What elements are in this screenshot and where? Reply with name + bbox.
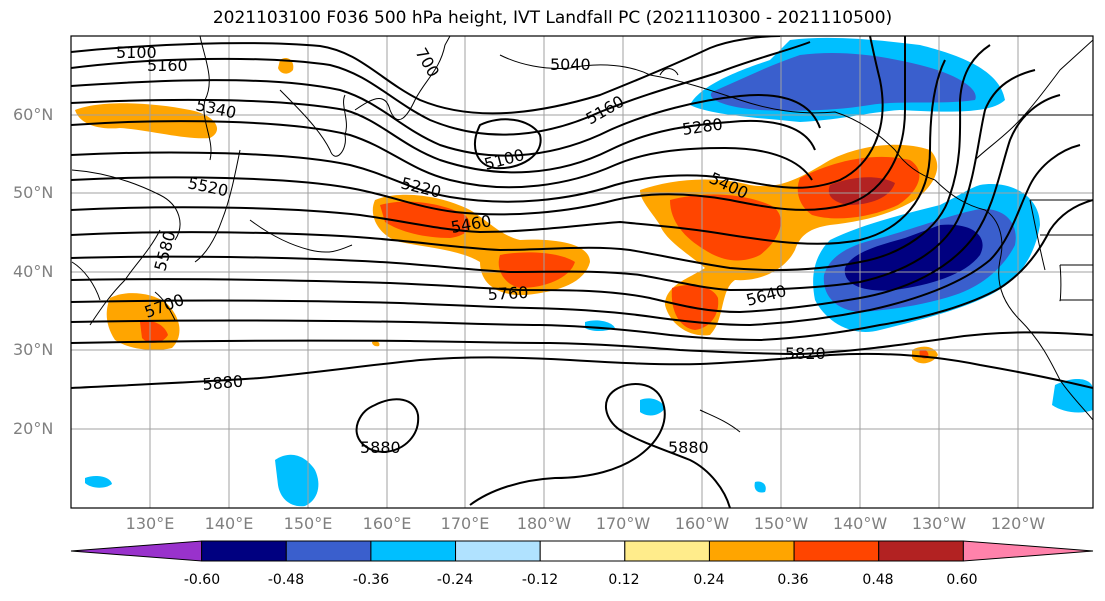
colorbar-segment <box>708 540 795 562</box>
colorbar-tick-label: -0.60 <box>183 572 221 588</box>
height-contours <box>71 36 1093 508</box>
contour-label: 5880 <box>202 372 244 394</box>
colorbar-segment <box>793 540 880 562</box>
colorbar-tick-label: -0.24 <box>436 572 474 588</box>
contour-label: 5580 <box>151 229 180 273</box>
lon-label: 160°W <box>674 514 730 533</box>
contour-label: 5100 <box>482 145 526 174</box>
colorbar-segment <box>285 540 372 562</box>
colorbar-tick-label: 0.12 <box>608 572 640 588</box>
lon-label: 130°E <box>125 514 175 533</box>
lon-label: 170°E <box>440 514 490 533</box>
lon-label: 140°E <box>204 514 254 533</box>
map-plot-area: 5100 5160 5340 5520 5580 5700 5220 5460 … <box>71 36 1093 508</box>
lon-label: 170°W <box>595 514 651 533</box>
contour-label: 5760 <box>487 283 529 304</box>
lon-label: 160°E <box>362 514 412 533</box>
colorbar-tick-label: 0.48 <box>862 572 894 588</box>
lat-label: 40°N <box>13 262 54 281</box>
colorbar-tick-label: 0.60 <box>946 572 978 588</box>
contour-label: 5160 <box>147 56 188 75</box>
colorbar-tick-label: -0.48 <box>267 572 305 588</box>
colorbar-tick-label: 0.24 <box>693 572 725 588</box>
lon-label: 180°W <box>516 514 572 533</box>
map-title: 2021103100 F036 500 hPa height, IVT Land… <box>212 8 893 28</box>
colorbar-segment <box>539 540 626 562</box>
lat-label: 30°N <box>13 340 54 359</box>
colorbar-segment <box>201 540 287 562</box>
contour-label: 5820 <box>785 344 826 363</box>
colorbar-segment <box>370 540 457 562</box>
colorbar <box>70 540 1094 562</box>
contour-label: 5880 <box>668 438 709 457</box>
coastlines <box>71 36 1093 433</box>
contour-label: 5280 <box>681 114 724 138</box>
lon-label: 150°W <box>753 514 809 533</box>
colorbar-segment <box>878 540 964 562</box>
contour-label: 5040 <box>550 55 591 74</box>
lon-label: 140°W <box>832 514 888 533</box>
contour-label: 700 <box>412 45 444 81</box>
contour-label: 5640 <box>744 281 788 310</box>
colorbar-tick-label: -0.36 <box>352 572 390 588</box>
contour-label: 5880 <box>360 438 401 457</box>
colorbar-segment <box>962 540 1094 562</box>
colorbar-tick-label: 0.36 <box>777 572 809 588</box>
colorbar-segment <box>70 540 203 562</box>
lon-label: 120°W <box>990 514 1046 533</box>
lon-label: 130°W <box>911 514 967 533</box>
lat-label: 60°N <box>13 105 54 124</box>
lon-label: 150°E <box>283 514 333 533</box>
contour-label: 5100 <box>116 43 157 62</box>
map-frame <box>70 35 1094 509</box>
colorbar-segment <box>624 540 710 562</box>
colorbar-tick-label: -0.12 <box>521 572 559 588</box>
colorbar-segment <box>455 540 541 562</box>
lat-label: 20°N <box>13 419 54 438</box>
lat-label: 50°N <box>13 183 54 202</box>
